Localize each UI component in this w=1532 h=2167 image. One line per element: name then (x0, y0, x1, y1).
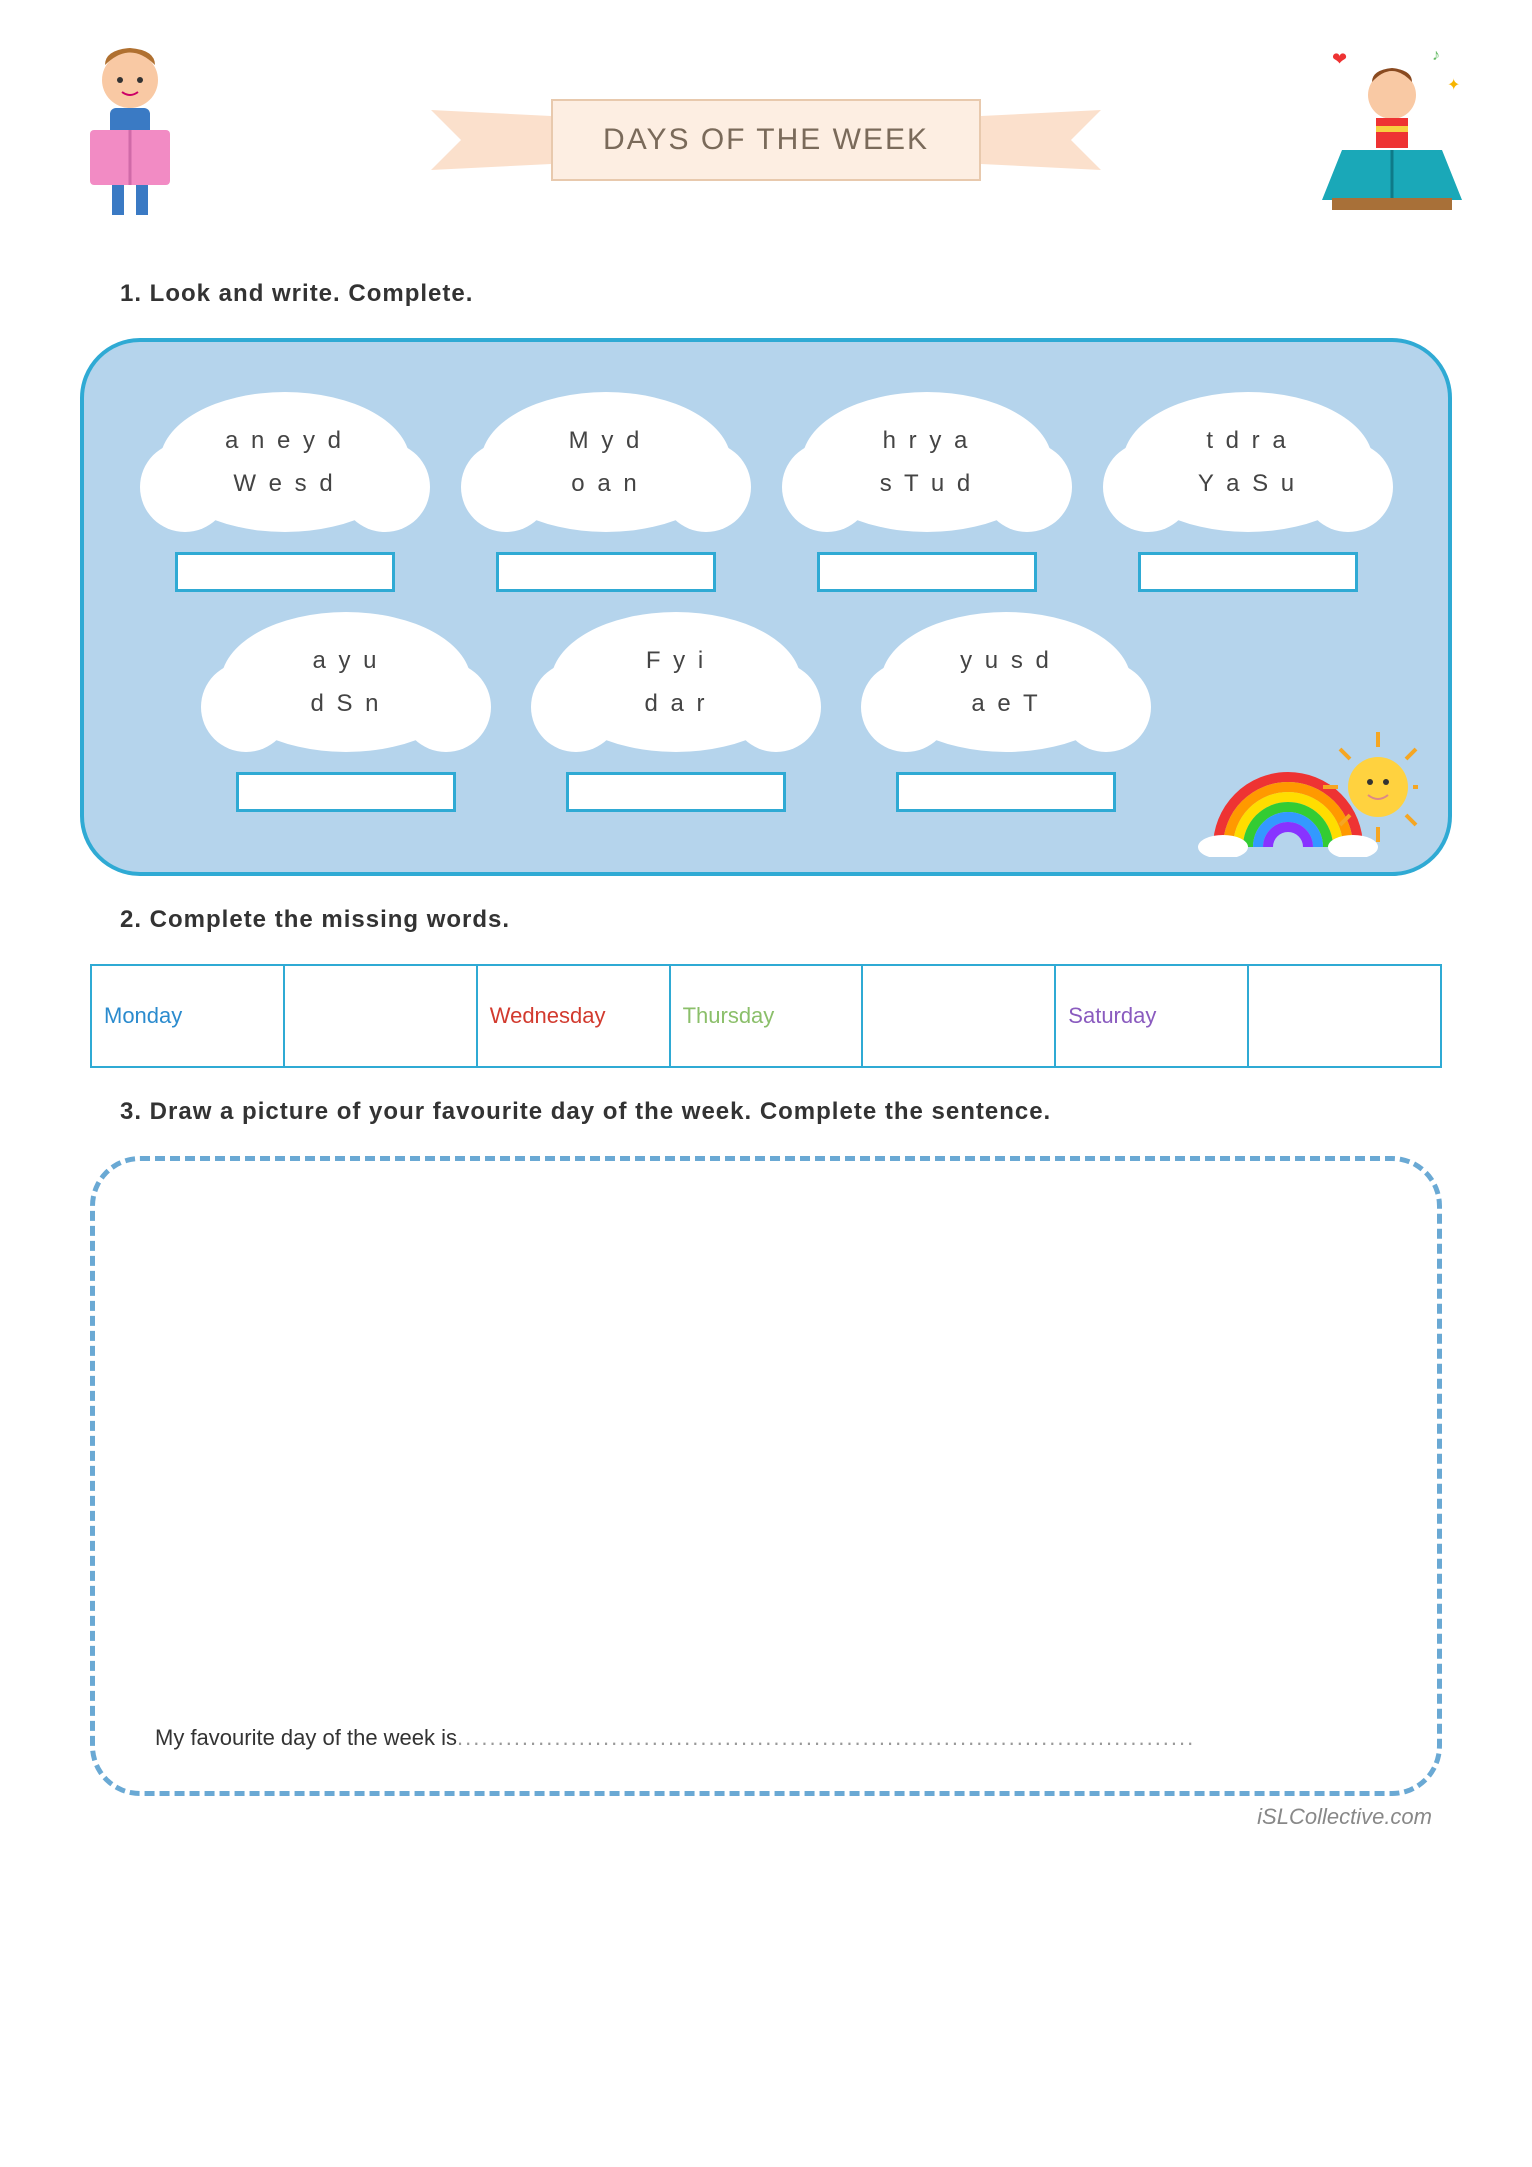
week-cell-monday[interactable]: Monday (92, 966, 285, 1066)
section1-instruction: 1. Look and write. Complete. (120, 280, 1472, 308)
week-cell-blank[interactable] (285, 966, 478, 1066)
cloud-line2: d a r (644, 682, 707, 725)
answer-input[interactable] (236, 772, 456, 812)
drawing-area[interactable]: My favourite day of the week is.........… (90, 1156, 1442, 1796)
cloud-line2: s T u d (880, 462, 974, 505)
cloud-line1: t d r a (1206, 419, 1288, 462)
answer-input[interactable] (175, 552, 395, 592)
svg-text:♪: ♪ (1432, 47, 1440, 64)
cloud-line2: o a n (571, 462, 639, 505)
cloud-line1: h r y a (883, 419, 971, 462)
cloud-line1: F y i (646, 639, 706, 682)
cloud-line1: y u s d (960, 639, 1052, 682)
cloud-line2: W e s d (233, 462, 335, 505)
fill-dots[interactable]: ........................................… (457, 1725, 1195, 1750)
page-title: DAYS OF THE WEEK (551, 99, 981, 181)
sentence-prompt: My favourite day of the week is.........… (155, 1725, 1377, 1751)
cloud-panel: a n e y d W e s d M y d o a n h r y a s … (80, 338, 1452, 876)
cloud-item: h r y a s T u d (802, 392, 1052, 592)
cloud-scramble: a y u d S n (221, 612, 471, 752)
cloud-row-1: a n e y d W e s d M y d o a n h r y a s … (124, 392, 1408, 592)
child-reading-right-icon: ❤ ♪ ✦ (1312, 40, 1472, 225)
section2-instruction: 2. Complete the missing words. (120, 906, 1472, 934)
cloud-scramble: F y i d a r (551, 612, 801, 752)
header: DAYS OF THE WEEK ❤ ♪ ✦ (60, 40, 1472, 240)
cloud-scramble: h r y a s T u d (802, 392, 1052, 532)
svg-text:❤: ❤ (1332, 49, 1347, 69)
answer-input[interactable] (896, 772, 1116, 812)
cloud-scramble: y u s d a e T (881, 612, 1131, 752)
answer-input[interactable] (1138, 552, 1358, 592)
cloud-scramble: t d r a Y a S u (1123, 392, 1373, 532)
sentence-prefix: My favourite day of the week is (155, 1725, 457, 1750)
cloud-item: a n e y d W e s d (160, 392, 410, 592)
week-table: Monday Wednesday Thursday Saturday (90, 964, 1442, 1068)
cloud-line2: Y a S u (1198, 462, 1297, 505)
cloud-line2: d S n (310, 682, 381, 725)
answer-input[interactable] (566, 772, 786, 812)
title-ribbon: DAYS OF THE WEEK (431, 99, 1101, 181)
cloud-item: M y d o a n (481, 392, 731, 592)
week-cell-blank[interactable] (1249, 966, 1440, 1066)
cloud-item: F y i d a r (551, 612, 801, 812)
svg-text:✦: ✦ (1447, 77, 1460, 94)
section3-instruction: 3. Draw a picture of your favourite day … (120, 1098, 1472, 1126)
rainbow-sun-icon (1198, 717, 1418, 862)
cloud-line1: a n e y d (225, 419, 344, 462)
ribbon-left-tail (431, 110, 551, 170)
cloud-item: t d r a Y a S u (1123, 392, 1373, 592)
cloud-scramble: a n e y d W e s d (160, 392, 410, 532)
ribbon-right-tail (981, 110, 1101, 170)
week-cell-wednesday[interactable]: Wednesday (478, 966, 671, 1066)
week-cell-blank[interactable] (863, 966, 1056, 1066)
answer-input[interactable] (496, 552, 716, 592)
week-cell-saturday[interactable]: Saturday (1056, 966, 1249, 1066)
cloud-line1: M y d (569, 419, 643, 462)
answer-input[interactable] (817, 552, 1037, 592)
cloud-item: a y u d S n (221, 612, 471, 812)
week-cell-thursday[interactable]: Thursday (671, 966, 864, 1066)
watermark: iSLCollective.com (60, 1804, 1472, 1830)
cloud-line2: a e T (971, 682, 1040, 725)
child-reading-left-icon (60, 40, 200, 225)
cloud-item: y u s d a e T (881, 612, 1131, 812)
cloud-scramble: M y d o a n (481, 392, 731, 532)
cloud-line1: a y u (312, 639, 379, 682)
